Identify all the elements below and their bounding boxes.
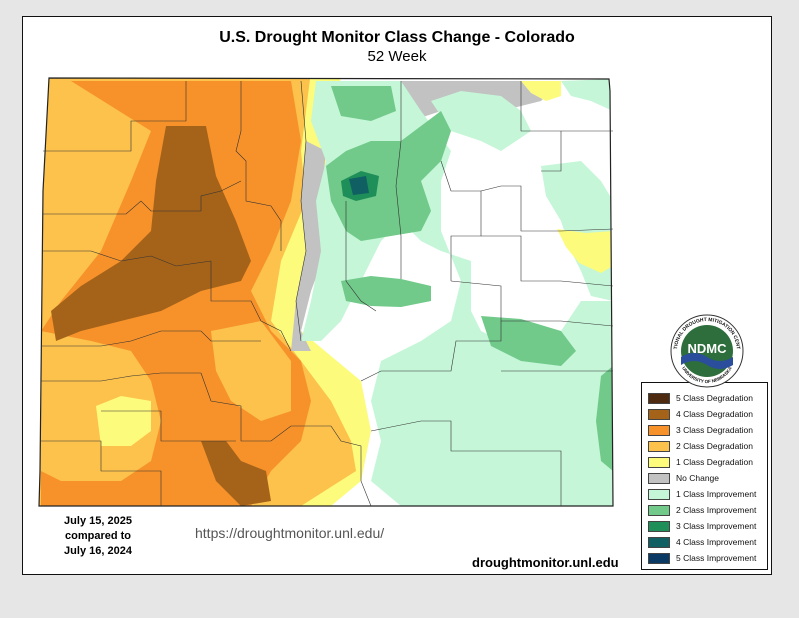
region-2-class-improvement-mid <box>341 276 431 307</box>
legend-label: 5 Class Improvement <box>676 553 757 563</box>
legend-label: 4 Class Degradation <box>676 409 754 419</box>
legend-swatch <box>648 520 670 532</box>
region-4-class-degradation <box>51 126 251 341</box>
legend-item: 4 Class Improvement <box>648 535 756 549</box>
date-previous: July 16, 2024 <box>64 545 132 557</box>
region-1-class-degradation-ne <box>521 81 561 101</box>
ndmc-logo: NDMC NATIONAL DROUGHT MITIGATION CENTER … <box>669 313 744 388</box>
region-1-class-improvement-ne2 <box>561 79 613 111</box>
legend-swatch <box>648 440 670 452</box>
legend-swatch <box>648 488 670 500</box>
legend-item: 2 Class Improvement <box>648 503 756 517</box>
date-compared-to: compared to <box>64 530 131 542</box>
legend-label: 1 Class Improvement <box>676 489 757 499</box>
region-1-class-improvement-ne <box>431 91 531 151</box>
legend-swatch <box>648 424 670 436</box>
colorado-map <box>38 77 614 507</box>
legend-swatch <box>648 472 670 484</box>
legend: 5 Class Degradation 4 Class Degradation 3 … <box>641 382 768 570</box>
region-1-class-degradation-east <box>557 229 613 273</box>
legend-item: 4 Class Degradation <box>648 407 753 421</box>
legend-swatch <box>648 552 670 564</box>
map-frame: U.S. Drought Monitor Class Change - Colo… <box>22 16 772 575</box>
legend-item: 1 Class Improvement <box>648 487 756 501</box>
legend-swatch <box>648 408 670 420</box>
region-4-class-degradation-south <box>201 441 271 506</box>
region-4-class-improvement <box>349 176 369 195</box>
region-2-class-improvement-se <box>596 366 613 471</box>
legend-label: No Change <box>676 473 720 483</box>
colorado-outline <box>38 77 614 507</box>
region-1-class-degradation-sw <box>96 396 151 446</box>
legend-swatch <box>648 504 670 516</box>
legend-item: No Change <box>648 471 719 485</box>
legend-label: 1 Class Degradation <box>676 457 754 467</box>
url-right-link[interactable]: droughtmonitor.unl.edu <box>472 555 619 570</box>
legend-item: 5 Class Improvement <box>648 551 756 565</box>
county-lines <box>41 80 614 507</box>
legend-label: 5 Class Degradation <box>676 393 754 403</box>
map-subtitle: 52 Week <box>367 48 427 65</box>
legend-label: 2 Class Improvement <box>676 505 757 515</box>
legend-swatch <box>648 536 670 548</box>
region-2-class-improvement-north <box>331 86 396 121</box>
region-2-class-degradation-mid <box>211 321 291 421</box>
ndmc-logo-text: NDMC <box>688 341 728 356</box>
legend-item: 3 Class Degradation <box>648 423 753 437</box>
legend-item: 5 Class Degradation <box>648 391 753 405</box>
legend-label: 4 Class Improvement <box>676 537 757 547</box>
legend-label: 3 Class Degradation <box>676 425 754 435</box>
region-2-class-improvement-front <box>326 111 451 241</box>
region-2-class-improvement-east <box>481 316 576 366</box>
date-comparison: July 15, 2025 compared to July 16, 2024 <box>43 514 153 559</box>
date-current: July 15, 2025 <box>64 515 132 527</box>
region-no-change-front-range <box>291 141 326 351</box>
drought-change-regions <box>39 78 613 506</box>
legend-item: 1 Class Degradation <box>648 455 753 469</box>
legend-swatch <box>648 456 670 468</box>
legend-label: 3 Class Improvement <box>676 521 757 531</box>
legend-item: 3 Class Improvement <box>648 519 756 533</box>
url-center-link[interactable]: https://droughtmonitor.unl.edu/ <box>195 525 385 541</box>
region-2-class-degradation-nw <box>41 101 91 231</box>
legend-item: 2 Class Degradation <box>648 439 753 453</box>
legend-swatch <box>648 392 670 404</box>
legend-label: 2 Class Degradation <box>676 441 754 451</box>
map-title: U.S. Drought Monitor Class Change - Colo… <box>219 29 575 46</box>
